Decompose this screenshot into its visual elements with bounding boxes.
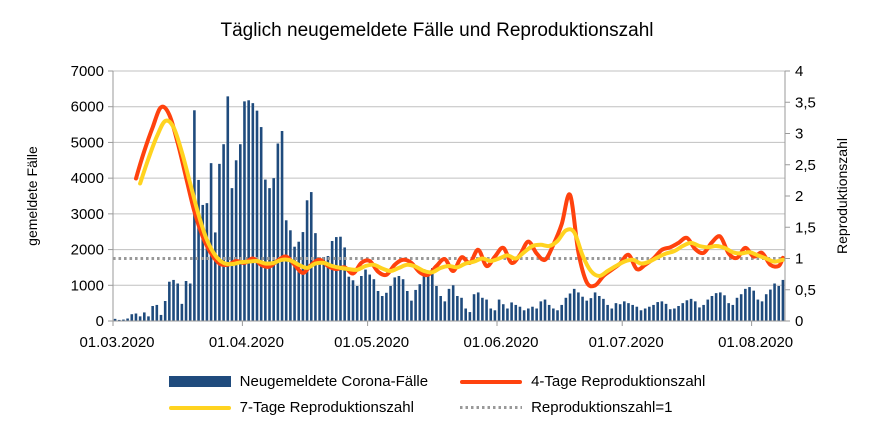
legend-label-cases: Neugemeldete Corona-Fälle: [239, 373, 429, 390]
svg-text:2: 2: [795, 188, 803, 205]
svg-text:3: 3: [795, 126, 803, 143]
svg-text:01.08.2020: 01.08.2020: [718, 334, 793, 351]
svg-text:0,5: 0,5: [795, 282, 816, 299]
r4-line-swatch-icon: [460, 379, 523, 384]
legend: Neugemeldete Corona-Fälle 4-Tage Reprodu…: [0, 373, 874, 416]
svg-text:7000: 7000: [71, 63, 104, 80]
svg-text:01.06.2020: 01.06.2020: [463, 334, 538, 351]
svg-text:0: 0: [795, 313, 803, 330]
legend-item-cases: Neugemeldete Corona-Fälle: [168, 373, 429, 390]
svg-text:2,5: 2,5: [795, 157, 816, 174]
legend-item-r4: 4-Tage Reproduktionszahl: [460, 373, 705, 390]
svg-text:1000: 1000: [71, 277, 104, 294]
svg-text:6000: 6000: [71, 99, 104, 116]
svg-text:2000: 2000: [71, 242, 104, 259]
svg-text:4: 4: [795, 63, 803, 80]
svg-text:1,5: 1,5: [795, 219, 816, 236]
legend-item-r7: 7-Tage Reproduktionszahl: [168, 399, 428, 416]
reference-dotted-swatch-icon: [460, 406, 523, 409]
r7-line-swatch-icon: [168, 405, 231, 410]
svg-text:3000: 3000: [71, 206, 104, 223]
svg-text:3,5: 3,5: [795, 94, 816, 111]
svg-text:0: 0: [96, 313, 104, 330]
svg-text:01.05.2020: 01.05.2020: [334, 334, 409, 351]
legend-label-r4: 4-Tage Reproduktionszahl: [531, 373, 706, 390]
legend-item-reference: Reproduktionszahl=1: [460, 399, 705, 416]
svg-text:1: 1: [795, 251, 803, 268]
svg-text:5000: 5000: [71, 134, 104, 151]
svg-text:01.04.2020: 01.04.2020: [209, 334, 284, 351]
svg-text:01.07.2020: 01.07.2020: [589, 334, 664, 351]
svg-text:4000: 4000: [71, 170, 104, 187]
right-axis-title: Reproduktionszahl: [834, 138, 850, 254]
cases-bar-swatch-icon: [168, 376, 231, 387]
legend-label-reference: Reproduktionszahl=1: [531, 399, 673, 416]
chart-title: Täglich neugemeldete Fälle und Reprodukt…: [220, 20, 654, 41]
legend-label-r7: 7-Tage Reproduktionszahl: [239, 399, 414, 416]
svg-text:01.03.2020: 01.03.2020: [79, 334, 154, 351]
left-axis-title: gemeldete Fälle: [24, 146, 40, 246]
